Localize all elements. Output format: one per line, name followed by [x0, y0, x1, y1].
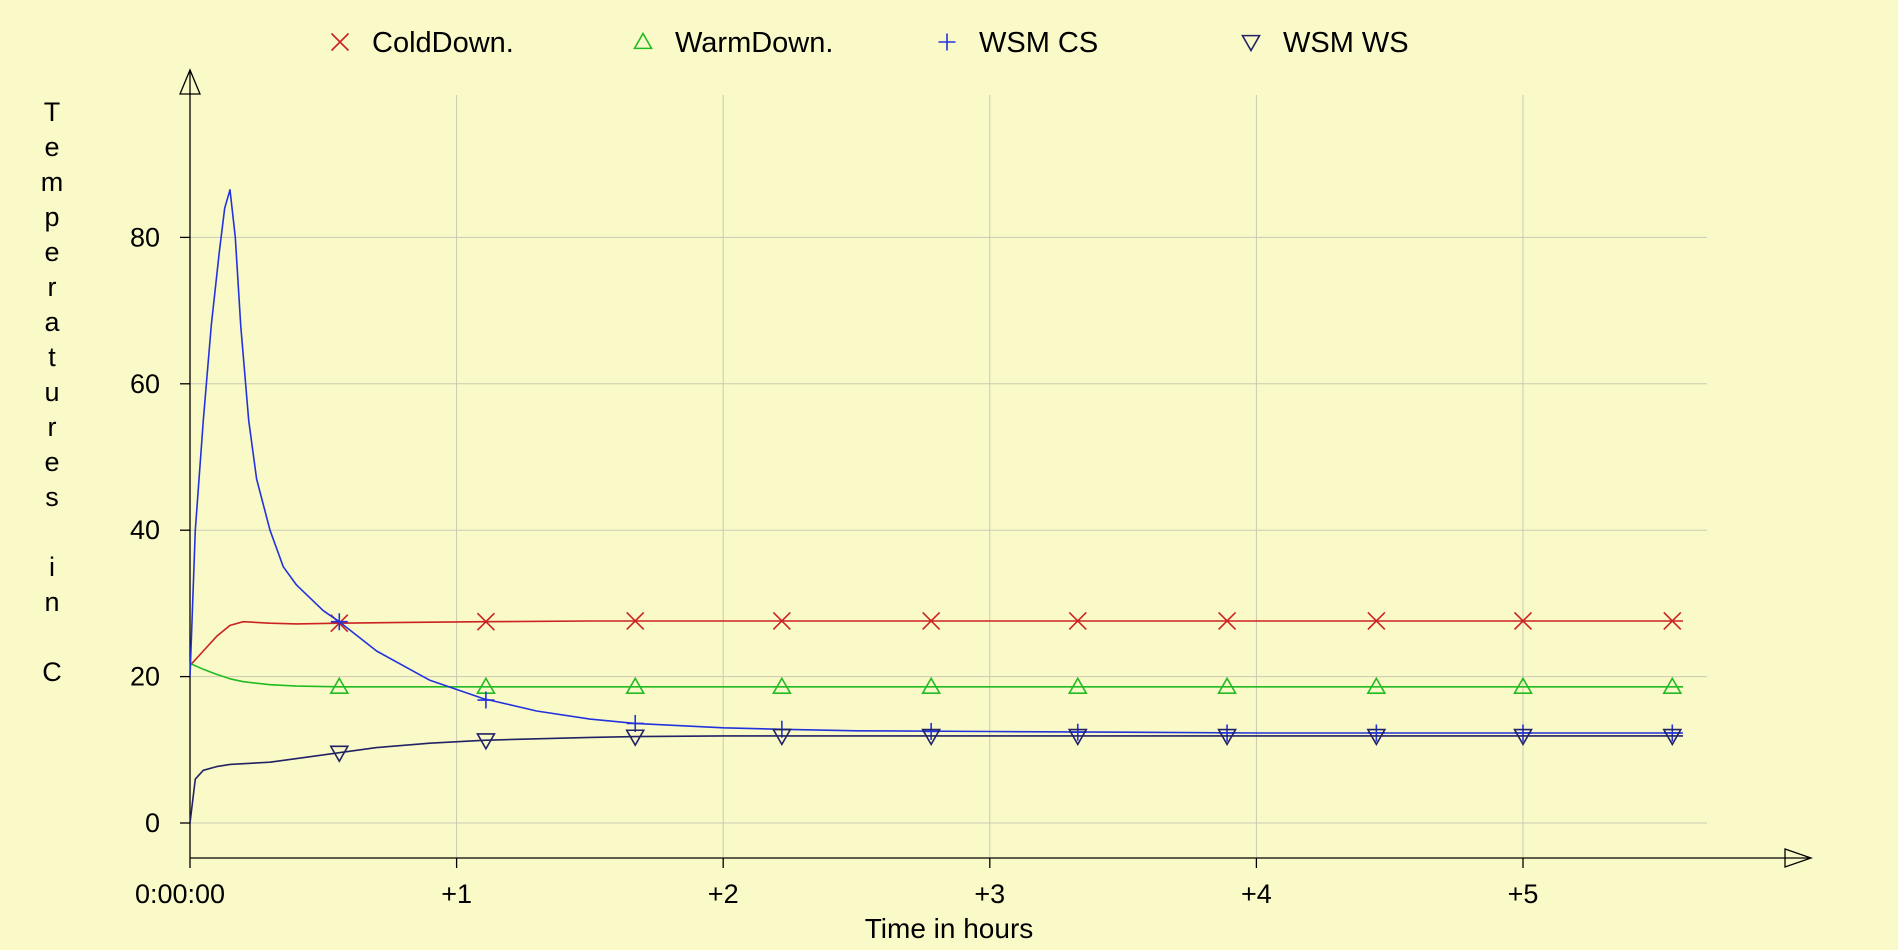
y-axis-label-char: s	[45, 482, 59, 512]
y-axis-label-char: n	[44, 587, 59, 617]
data-point	[1366, 728, 1387, 747]
data-point	[771, 728, 792, 747]
data-point	[922, 723, 940, 740]
legend-marker	[330, 32, 350, 52]
legend-marker	[938, 33, 956, 51]
data-point	[329, 676, 350, 695]
x-tick-label: +4	[1241, 879, 1272, 909]
y-axis-label-char: m	[41, 167, 64, 197]
series-3	[189, 728, 1683, 824]
data-point	[772, 611, 791, 631]
x-axis-label: Time in hours	[865, 913, 1034, 944]
data-point	[1069, 723, 1087, 741]
data-point	[1513, 728, 1533, 747]
y-axis-label-char: T	[44, 97, 61, 127]
y-axis-label-char: e	[44, 447, 59, 477]
data-point	[771, 676, 792, 695]
series-0	[189, 611, 1683, 667]
y-tick-label: 80	[130, 222, 160, 252]
legend-item: ColdDown.	[330, 27, 514, 59]
x-tick-label: +5	[1508, 879, 1539, 909]
y-axis-label-char: r	[48, 272, 57, 302]
y-axis-label-char: r	[48, 412, 57, 442]
legend-label: WSM CS	[979, 27, 1098, 59]
y-axis-label-char: a	[44, 307, 60, 337]
legend-item: WSM CS	[938, 27, 1098, 59]
legend-label: WSM WS	[1283, 27, 1409, 59]
legend-marker	[633, 31, 653, 50]
y-axis-label-char: e	[44, 237, 59, 267]
data-point	[1663, 611, 1682, 631]
data-point	[626, 611, 645, 631]
data-point	[1662, 728, 1683, 747]
y-tick-label: 60	[130, 369, 160, 399]
data-point	[476, 733, 496, 751]
legend: ColdDown. WarmDown. WSM CS WSM WS	[330, 27, 1409, 59]
data-point	[626, 714, 644, 732]
legend-label: ColdDown.	[372, 27, 514, 59]
grid	[190, 95, 1707, 857]
legend-label: WarmDown.	[675, 27, 833, 59]
data-point	[1068, 611, 1087, 631]
data-point	[1513, 676, 1533, 695]
legend-marker	[1241, 34, 1261, 53]
data-point	[625, 676, 646, 695]
data-point	[477, 691, 495, 709]
data-point	[476, 676, 496, 695]
data-point	[1662, 676, 1683, 695]
x-tick-label: +1	[441, 879, 472, 909]
data-point	[1218, 611, 1237, 631]
y-axis-label-char: u	[44, 377, 59, 407]
tick-labels: 0 20 40 60 80 0:00:00 +1 +2 +3 +4 +5	[130, 222, 1538, 909]
series-layer	[189, 189, 1683, 824]
y-tick-label: 0	[145, 808, 160, 838]
data-point	[1513, 611, 1533, 631]
y-axis-label-char: C	[42, 657, 62, 687]
y-axis-label-char: e	[44, 132, 59, 162]
data-point	[1067, 676, 1088, 695]
x-tick-label: 0:00:00	[135, 879, 225, 909]
data-point	[329, 745, 350, 763]
x-axis-arrow	[1784, 848, 1813, 868]
series-line	[189, 189, 1683, 734]
series-1	[189, 662, 1683, 695]
y-axis-label-char: p	[44, 202, 59, 232]
x-tick-label: +2	[708, 879, 739, 909]
legend-item: WSM WS	[1241, 27, 1409, 59]
series-line	[189, 735, 1683, 824]
data-point	[625, 729, 646, 747]
series-2	[189, 189, 1683, 742]
legend-item: WarmDown.	[633, 27, 833, 59]
y-tick-label: 40	[130, 515, 160, 545]
data-point	[1367, 611, 1386, 631]
data-point	[922, 611, 941, 631]
series-line	[189, 620, 1683, 667]
data-point	[1217, 728, 1237, 747]
y-axis-label-char: i	[49, 552, 55, 582]
y-axis-arrow	[179, 68, 201, 95]
data-point	[921, 676, 942, 695]
y-tick-label: 20	[130, 662, 160, 692]
series-line	[189, 662, 1683, 688]
data-point	[1217, 676, 1237, 695]
data-point	[1366, 676, 1387, 695]
y-axis-label-char: t	[48, 342, 56, 372]
data-point	[476, 612, 495, 631]
axes	[179, 68, 1813, 868]
data-point	[330, 613, 348, 631]
x-tick-label: +3	[974, 879, 1005, 909]
data-point	[921, 728, 942, 747]
data-point	[1067, 728, 1088, 747]
